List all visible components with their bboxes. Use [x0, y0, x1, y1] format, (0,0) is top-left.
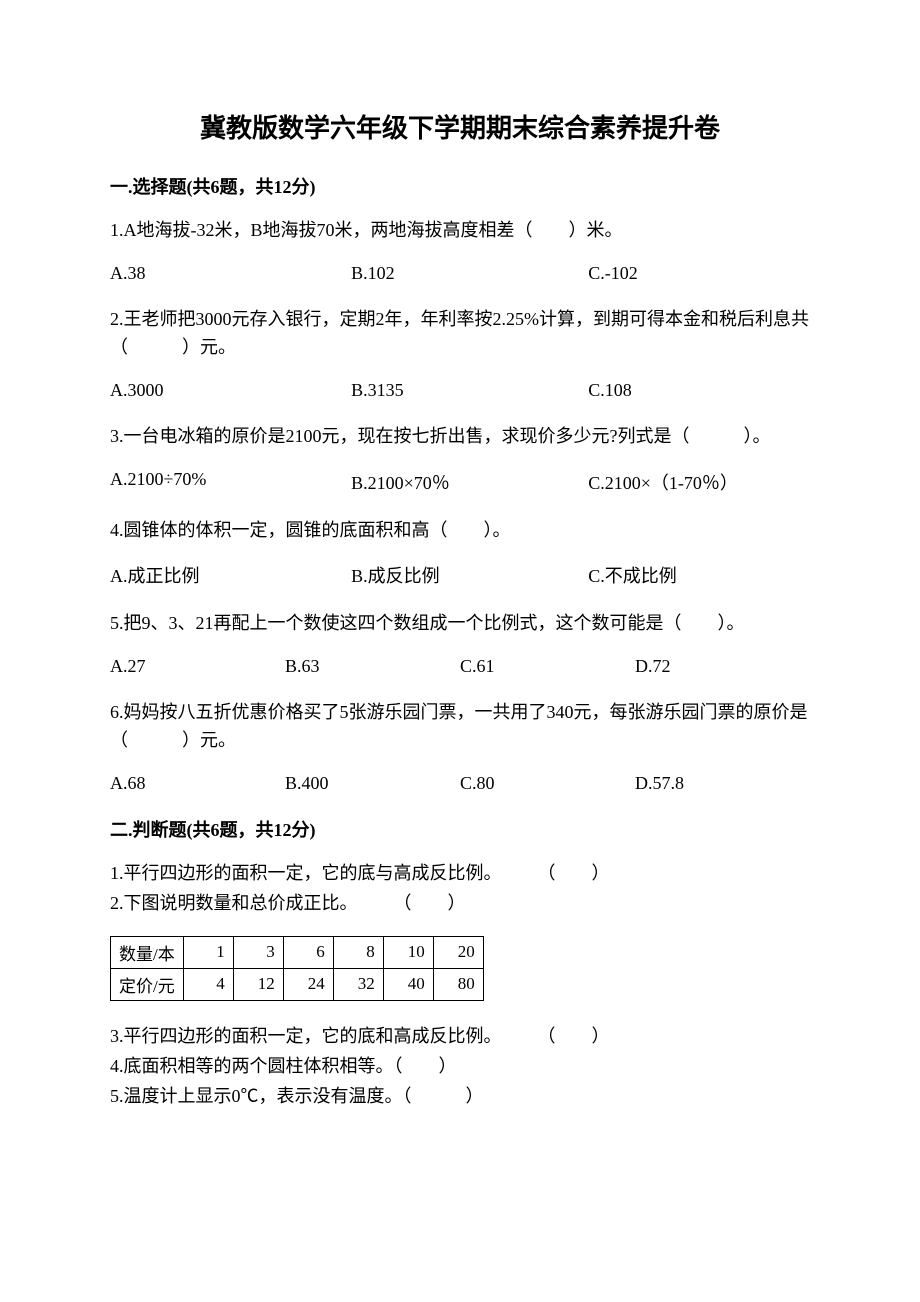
- q1-text: 1.A地海拔-32米，B地海拔70米，两地海拔高度相差（ ）米。: [110, 217, 810, 245]
- table-cell: 6: [283, 936, 333, 968]
- j1-text: 1.平行四边形的面积一定，它的底与高成反比例。 （ ）: [110, 860, 810, 888]
- q3-opt-a: A.2100÷70%: [110, 469, 343, 495]
- q1-opt-c: C.-102: [576, 263, 809, 284]
- q3-opt-b: B.2100×70％: [343, 469, 576, 495]
- table-cell: 3: [233, 936, 283, 968]
- q3-options: A.2100÷70% B.2100×70％ C.2100×（1-70％）: [110, 469, 810, 495]
- table-cell: 8: [333, 936, 383, 968]
- data-table: 数量/本 1 3 6 8 10 20 定价/元 4 12 24 32 40 80: [110, 936, 484, 1001]
- section2-header: 二.判断题(共6题，共12分): [110, 816, 810, 842]
- q6-text: 6.妈妈按八五折优惠价格买了5张游乐园门票，一共用了340元，每张游乐园门票的原…: [110, 699, 810, 755]
- q4-opt-b: B.成反比例: [343, 562, 576, 588]
- q6-opt-a: A.68: [110, 773, 285, 794]
- exam-title: 冀教版数学六年级下学期期末综合素养提升卷: [110, 108, 810, 145]
- table-row: 定价/元 4 12 24 32 40 80: [111, 968, 484, 1000]
- q5-opt-c: C.61: [460, 656, 635, 677]
- table-cell: 40: [383, 968, 433, 1000]
- table-cell: 24: [283, 968, 333, 1000]
- q4-opt-c: C.不成比例: [576, 562, 809, 588]
- table-cell: 10: [383, 936, 433, 968]
- q4-text: 4.圆锥体的体积一定，圆锥的底面积和高（ ）。: [110, 517, 810, 545]
- q2-text: 2.王老师把3000元存入银行，定期2年，年利率按2.25%计算，到期可得本金和…: [110, 306, 810, 362]
- table-row: 数量/本 1 3 6 8 10 20: [111, 936, 484, 968]
- q6-options: A.68 B.400 C.80 D.57.8: [110, 773, 810, 794]
- q2-opt-b: B.3135: [343, 380, 576, 401]
- j4-text: 4.底面积相等的两个圆柱体积相等。（ ）: [110, 1053, 810, 1081]
- table-cell: 12: [233, 968, 283, 1000]
- j5-text: 5.温度计上显示0℃，表示没有温度。（ ）: [110, 1083, 810, 1111]
- q4-opt-a: A.成正比例: [110, 562, 343, 588]
- q5-options: A.27 B.63 C.61 D.72: [110, 656, 810, 677]
- table-cell: 定价/元: [111, 968, 184, 1000]
- q6-opt-b: B.400: [285, 773, 460, 794]
- q3-text: 3.一台电冰箱的原价是2100元，现在按七折出售，求现价多少元?列式是（ ）。: [110, 423, 810, 451]
- q5-opt-a: A.27: [110, 656, 285, 677]
- table-cell: 数量/本: [111, 936, 184, 968]
- table-cell: 4: [183, 968, 233, 1000]
- q2-options: A.3000 B.3135 C.108: [110, 380, 810, 401]
- q1-options: A.38 B.102 C.-102: [110, 263, 810, 284]
- table-cell: 32: [333, 968, 383, 1000]
- q6-opt-c: C.80: [460, 773, 635, 794]
- table-cell: 1: [183, 936, 233, 968]
- q5-opt-d: D.72: [635, 656, 810, 677]
- q3-opt-c: C.2100×（1-70％）: [576, 469, 809, 495]
- table-cell: 80: [433, 968, 483, 1000]
- j2-text: 2.下图说明数量和总价成正比。 （ ）: [110, 890, 810, 918]
- q5-opt-b: B.63: [285, 656, 460, 677]
- q1-opt-b: B.102: [343, 263, 576, 284]
- q1-opt-a: A.38: [110, 263, 343, 284]
- table-cell: 20: [433, 936, 483, 968]
- section1-header: 一.选择题(共6题，共12分): [110, 173, 810, 199]
- j3-text: 3.平行四边形的面积一定，它的底和高成反比例。 （ ）: [110, 1023, 810, 1051]
- q2-opt-c: C.108: [576, 380, 809, 401]
- q4-options: A.成正比例 B.成反比例 C.不成比例: [110, 562, 810, 588]
- q6-opt-d: D.57.8: [635, 773, 810, 794]
- q5-text: 5.把9、3、21再配上一个数使这四个数组成一个比例式，这个数可能是（ ）。: [110, 610, 810, 638]
- q2-opt-a: A.3000: [110, 380, 343, 401]
